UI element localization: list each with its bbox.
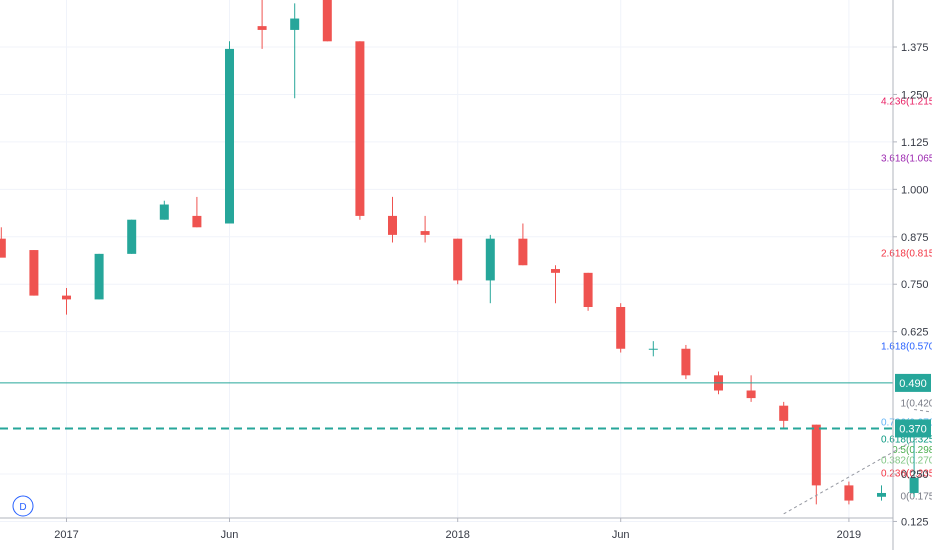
candle	[844, 481, 854, 505]
candle	[159, 200, 169, 220]
y-tick-label: 0.125	[901, 516, 929, 528]
candle-body	[583, 272, 593, 307]
fib-level-label: 0.5(0.298)	[892, 445, 932, 456]
y-tick-label: 1.125	[901, 137, 929, 149]
candle	[355, 41, 365, 220]
horizontal-lines[interactable]: 0.490 0.370	[0, 373, 931, 438]
fib-level-label: 0.236(0.235)	[881, 469, 932, 480]
fib-level-label: 1(0.420)	[900, 398, 932, 409]
candle-body	[62, 295, 71, 300]
candle	[551, 265, 560, 304]
candle-body	[127, 219, 137, 254]
candle-body	[355, 41, 365, 216]
candle	[648, 341, 658, 357]
y-tick-label: 1.000	[901, 184, 929, 196]
fib-level-label: 0.618(0.325)	[881, 435, 932, 446]
candle-body	[648, 348, 658, 350]
y-tick-label: 1.250	[901, 89, 929, 101]
candle-body	[551, 269, 560, 273]
candle	[420, 215, 430, 243]
candle-body	[290, 18, 300, 30]
candle	[257, 0, 267, 49]
x-tick-label: 2018	[445, 529, 469, 541]
candle-body	[681, 348, 691, 376]
y-tick-label: 0.875	[901, 232, 929, 244]
fib-level-label: 1.618(0.570)	[881, 342, 932, 353]
grid	[0, 0, 893, 522]
candle	[877, 485, 886, 501]
fib-level-label: 3.618(1.065)	[881, 154, 932, 165]
candle	[453, 238, 463, 285]
candle-body	[811, 424, 821, 486]
candle-body	[453, 238, 463, 281]
candle-body	[485, 238, 495, 281]
candle-body	[388, 215, 397, 235]
candle	[388, 196, 397, 243]
candle	[779, 401, 789, 429]
candle	[518, 223, 528, 266]
y-axis: 0.125 0.250 0.625 0.750 0.875 1.000 1.125 1.250…	[892, 0, 929, 550]
candle	[290, 3, 300, 99]
candle	[0, 227, 6, 258]
candle-body	[420, 231, 430, 235]
candle	[811, 424, 821, 505]
price-tag	[895, 419, 931, 438]
candle-body	[518, 238, 528, 266]
price-tag	[895, 373, 931, 392]
candle-body	[877, 492, 886, 497]
x-tick-label: 2017	[54, 529, 78, 541]
candle	[62, 288, 71, 315]
candle-body	[29, 250, 39, 296]
candle	[746, 375, 756, 402]
candle	[29, 250, 39, 296]
x-tick-label: Jun	[221, 529, 239, 541]
candle-body	[94, 253, 104, 300]
candle	[94, 253, 104, 300]
trend-lines[interactable]	[783, 408, 932, 515]
candle-body	[257, 26, 267, 30]
candle	[192, 196, 202, 228]
candle-body	[779, 405, 789, 421]
candle-body	[192, 215, 202, 228]
price-tag-label: 0.370	[899, 423, 927, 435]
fib-level-label: 4.236(1.215)	[881, 97, 932, 108]
candle	[127, 219, 137, 254]
candle-body	[844, 485, 854, 501]
candle-body	[0, 238, 6, 258]
candle	[583, 272, 593, 311]
y-tick-label: 1.375	[901, 42, 929, 54]
candle	[322, 0, 332, 42]
fib-level-label: 2.618(0.815)	[881, 249, 932, 260]
candle-body	[225, 48, 234, 224]
x-axis: 2017Jun2018Jun2019Jun2020Jun2021Jun2022	[0, 517, 893, 541]
fibonacci-extension[interactable]: 0(0.175) 0.236(0.235) 0.382(0.270)0.5(0.29…	[881, 97, 932, 503]
candle	[616, 303, 626, 353]
candle-body	[159, 204, 169, 220]
candle	[485, 234, 495, 304]
fib-level-label: 0(0.175)	[900, 491, 932, 502]
candlestick-series	[0, 0, 919, 505]
badge-label: D	[19, 502, 26, 513]
badge-circle	[12, 495, 34, 517]
badge-d[interactable]: D	[12, 495, 34, 517]
candle-body	[616, 306, 626, 349]
y-tick-label: 0.625	[901, 327, 929, 339]
candle	[681, 344, 691, 380]
candle	[909, 432, 919, 497]
price-tag-label: 0.490	[899, 378, 927, 390]
y-tick-label: 0.250	[901, 469, 929, 481]
candle-body	[909, 477, 919, 493]
x-tick-label: Jun	[612, 529, 630, 541]
y-tick-label: 0.750	[901, 279, 929, 291]
candle	[225, 41, 234, 224]
candle-body	[322, 0, 332, 42]
candle-body	[746, 390, 756, 399]
fib-level-label: 0.382(0.270)	[881, 455, 932, 466]
x-tick-label: 2019	[837, 529, 861, 541]
trend-line	[783, 431, 929, 515]
